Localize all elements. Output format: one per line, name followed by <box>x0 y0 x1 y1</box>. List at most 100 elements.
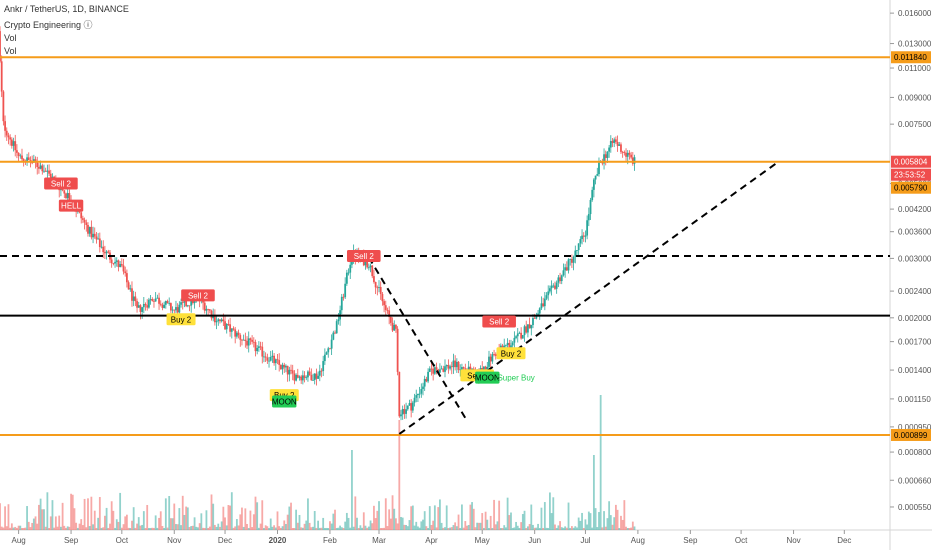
volume-bar <box>73 508 76 530</box>
volume-bar <box>261 500 264 530</box>
candle-body <box>391 322 394 331</box>
volume-bar <box>477 522 480 530</box>
volume-bar <box>505 527 507 530</box>
volume-bar <box>356 517 358 530</box>
candle-body <box>259 346 262 348</box>
candle-body <box>151 299 154 301</box>
candle-body <box>538 308 541 314</box>
candle-body <box>208 309 211 311</box>
candle-body <box>523 326 526 336</box>
candle-body <box>31 162 34 164</box>
candle-body <box>215 321 218 323</box>
volume-bar <box>449 527 451 530</box>
candle-body <box>337 319 340 322</box>
volume-bar <box>0 503 1 530</box>
volume-bar <box>88 526 91 530</box>
candle-body <box>254 342 257 352</box>
volume-bar <box>298 514 301 530</box>
volume-bar <box>584 519 587 530</box>
volume-bar <box>410 506 413 530</box>
volume-bar <box>120 527 123 530</box>
candle-body <box>555 282 558 289</box>
volume-bar <box>354 496 357 530</box>
volume-bar <box>303 523 306 530</box>
candle-body <box>207 308 210 310</box>
candle-body <box>112 263 115 264</box>
candle-body <box>252 341 255 343</box>
volume-bar <box>178 508 181 530</box>
volume-bar <box>491 527 494 530</box>
volume-bar <box>571 526 573 530</box>
candle-body <box>614 139 617 142</box>
volume-bar <box>599 395 602 530</box>
candle-body <box>205 308 208 311</box>
candle-body <box>274 359 277 364</box>
candle-body <box>569 258 572 260</box>
candle-body <box>427 371 429 382</box>
volume-bar <box>310 527 313 530</box>
volume-bar <box>82 525 84 530</box>
volume-bar <box>58 515 61 530</box>
candle-body <box>616 141 619 146</box>
volume-bar <box>633 526 636 530</box>
candle-body <box>171 309 174 311</box>
candle-body <box>115 260 118 262</box>
volume-bar <box>149 527 152 530</box>
candle-body <box>307 371 309 378</box>
candle-body <box>369 265 372 268</box>
candle-body <box>334 332 336 334</box>
candle-body <box>592 179 595 190</box>
volume-bar <box>562 527 565 530</box>
volume-bar <box>119 492 122 530</box>
volume-bar <box>427 528 429 530</box>
candle-body <box>49 173 52 180</box>
volume-bar <box>151 527 154 530</box>
candle-body <box>440 368 443 370</box>
volume-bar <box>318 527 321 530</box>
volume-bar <box>126 514 128 530</box>
candle-body <box>535 315 538 319</box>
candle-body <box>144 304 147 306</box>
candle-body <box>574 250 577 257</box>
volume-bar <box>100 527 103 530</box>
candle-body <box>508 342 511 348</box>
y-tick-label: 0.013000 <box>898 40 932 49</box>
y-tick-label: 0.001700 <box>898 338 932 347</box>
volume-bar <box>555 527 558 530</box>
candle-body <box>323 354 326 362</box>
candle-body <box>494 354 497 356</box>
volume-bar <box>455 526 458 530</box>
volume-bar <box>581 512 583 530</box>
candle-body <box>530 325 533 329</box>
volume-bar <box>499 528 502 530</box>
volume-bar <box>447 527 450 530</box>
volume-bar <box>521 514 524 530</box>
candle-body <box>559 277 561 282</box>
volume-bar <box>134 527 137 530</box>
volume-bar <box>488 528 490 530</box>
y-tick-label: 0.000950 <box>898 423 932 432</box>
volume-bar <box>281 526 284 530</box>
candle-body <box>68 193 71 202</box>
volume-bar <box>450 527 453 530</box>
volume-bar <box>205 510 208 530</box>
indicator-label: Crypto Engineering ⓘ <box>4 20 93 30</box>
candle-body <box>142 304 145 308</box>
candle-body <box>132 296 135 301</box>
candle-body <box>516 333 519 337</box>
candle-body <box>261 346 264 357</box>
volume-bar <box>373 505 375 530</box>
volume-bar <box>510 512 512 530</box>
volume-bar <box>606 518 609 530</box>
volume-bar <box>325 527 328 530</box>
volume-bar <box>400 516 402 530</box>
candle-body <box>547 291 550 296</box>
candle-body <box>185 300 188 307</box>
volume-bar <box>364 525 367 530</box>
candle-body <box>442 368 445 372</box>
candle-body <box>366 259 369 268</box>
volume-bar <box>367 526 370 530</box>
candle-body <box>169 303 172 311</box>
x-tick-label: Jul <box>580 536 590 545</box>
